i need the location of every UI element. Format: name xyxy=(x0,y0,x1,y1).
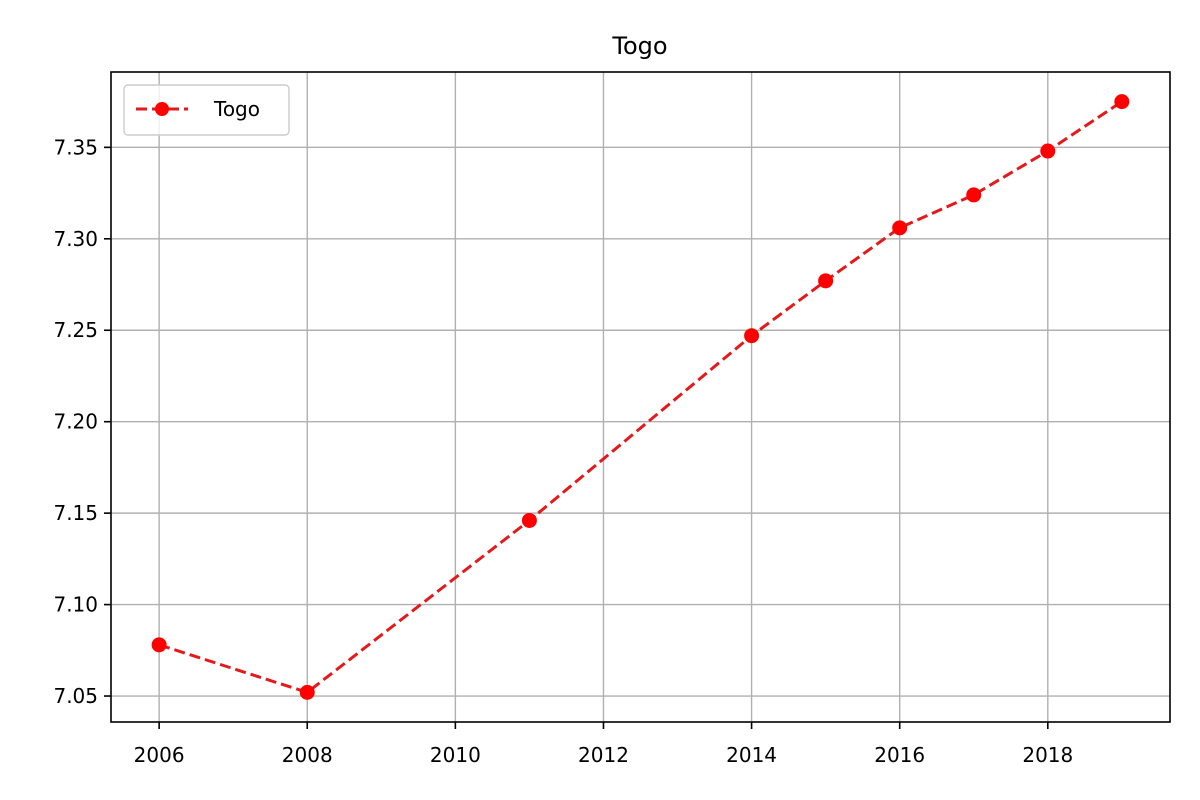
y-tick-label: 7.25 xyxy=(53,318,98,342)
data-point xyxy=(521,512,537,528)
x-tick-label: 2018 xyxy=(1022,743,1073,767)
x-tick-label: 2016 xyxy=(874,743,925,767)
x-tick-label: 2008 xyxy=(282,743,333,767)
y-tick-label: 7.15 xyxy=(53,501,98,525)
legend-box xyxy=(123,84,290,136)
chart-title: Togo xyxy=(611,32,667,60)
x-tick-label: 2006 xyxy=(134,743,185,767)
legend-label: Togo xyxy=(213,97,260,121)
y-tick-label: 7.35 xyxy=(53,135,98,159)
y-tick-label: 7.10 xyxy=(53,593,98,617)
data-point xyxy=(744,328,760,344)
data-point xyxy=(1040,143,1056,159)
data-point xyxy=(299,684,315,700)
data-point xyxy=(818,273,834,289)
data-point xyxy=(1114,94,1130,110)
legend-marker-swatch xyxy=(155,102,169,116)
x-tick-label: 2012 xyxy=(578,743,629,767)
series-layer xyxy=(151,94,1130,700)
data-point xyxy=(966,187,982,203)
data-point xyxy=(892,220,908,236)
y-tick-label: 7.20 xyxy=(53,410,98,434)
legend: Togo xyxy=(123,84,290,136)
x-tick-label: 2014 xyxy=(726,743,777,767)
x-tick-label: 2010 xyxy=(430,743,481,767)
y-tick-label: 7.30 xyxy=(53,227,98,251)
axis-ticks: 2006 2008 2010 2012 2014 2016 2018 7.05 7.10 7.15… xyxy=(53,135,1073,767)
grid xyxy=(111,72,1170,722)
data-point xyxy=(151,637,167,653)
y-tick-label: 7.05 xyxy=(53,684,98,708)
plot-area-frame xyxy=(110,71,1171,723)
